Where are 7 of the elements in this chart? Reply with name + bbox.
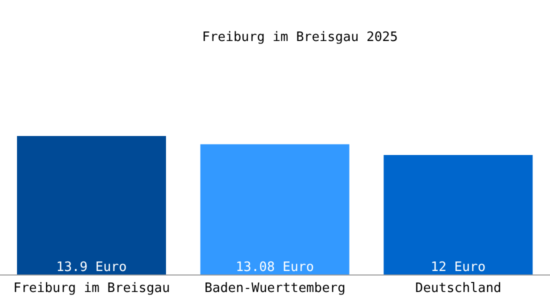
- x-tick-label: Freiburg im Breisgau: [13, 281, 170, 296]
- data-label: 13.9 Euro: [56, 260, 127, 275]
- chart-title: Freiburg im Breisgau 2025: [201, 30, 399, 45]
- data-label: 13.08 Euro: [236, 260, 314, 275]
- data-label: 12 Euro: [430, 260, 486, 275]
- x-tick-label: Baden-Wuerttemberg: [204, 281, 346, 296]
- x-tick-label: Deutschland: [415, 281, 502, 296]
